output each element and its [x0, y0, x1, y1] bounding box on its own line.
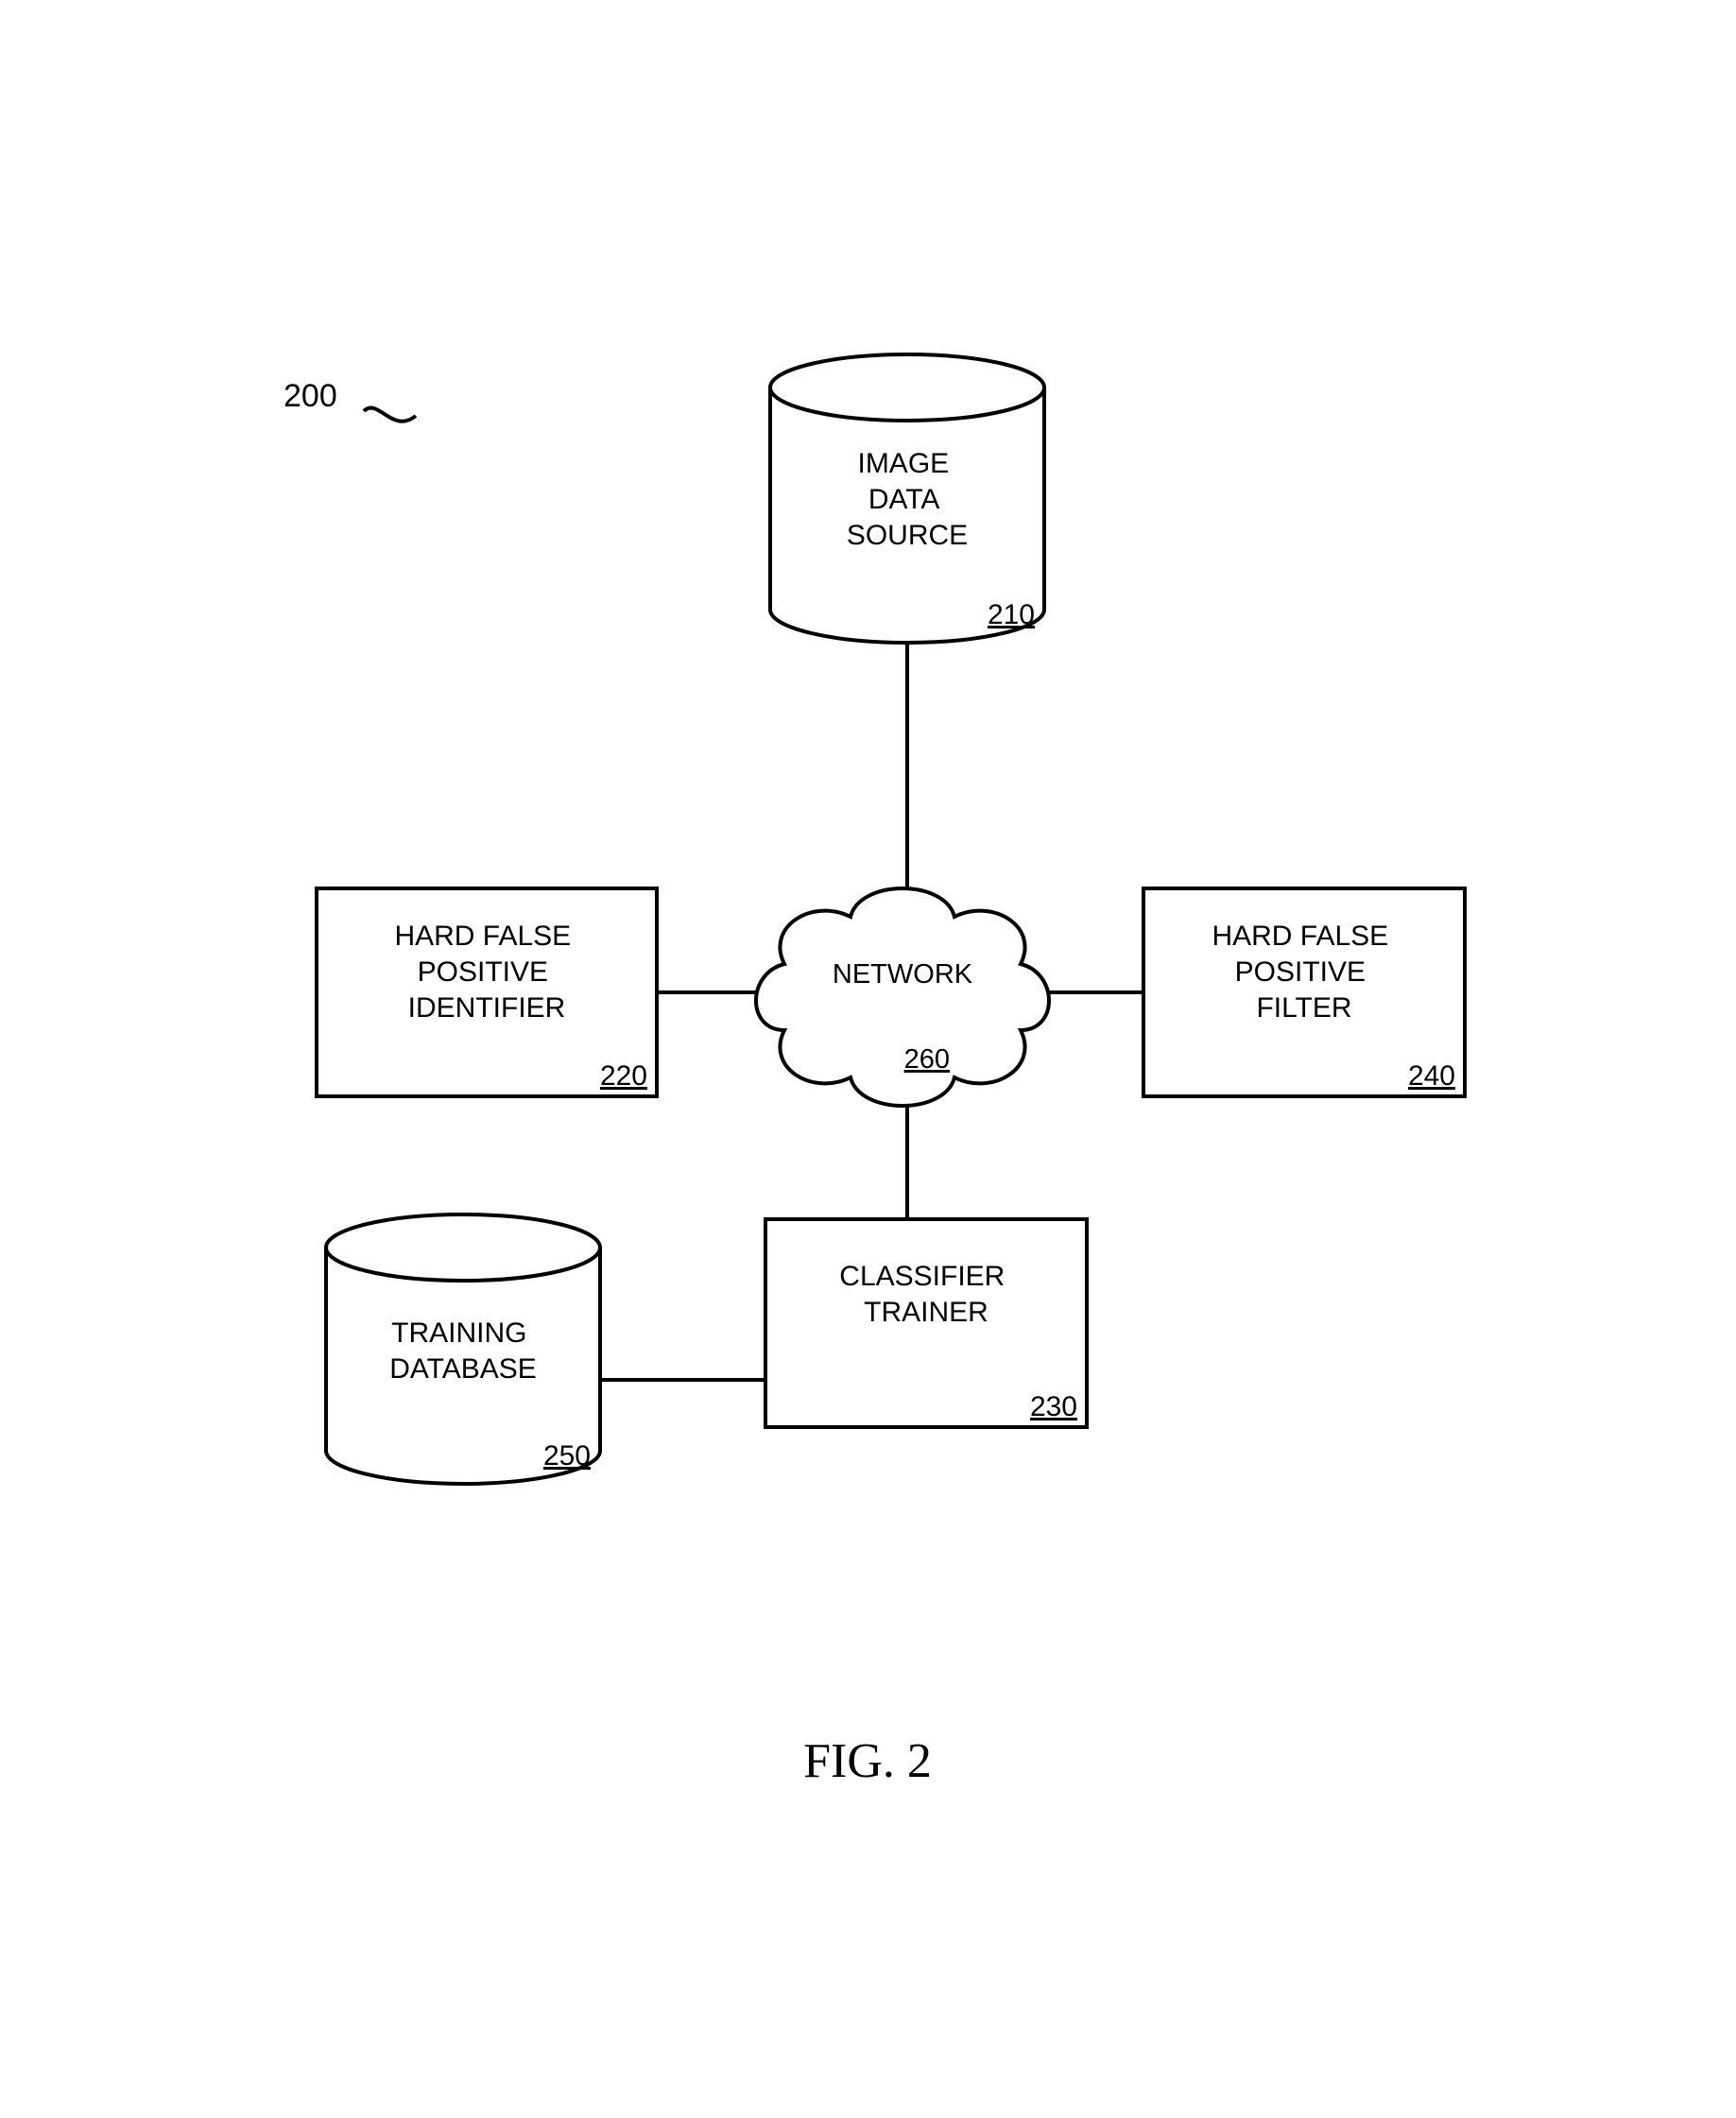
node-image-data-source: IMAGE DATA SOURCE 210: [770, 354, 1044, 643]
node-ref: 240: [1408, 1060, 1455, 1092]
node-ref: 230: [1030, 1391, 1077, 1422]
figure-canvas: 200 IMAGE DATA SOURCE 210 HARD FALSE POS…: [0, 0, 1736, 2118]
node-label: NETWORK: [833, 959, 973, 990]
node-ref: 210: [988, 599, 1035, 630]
node-training-database: TRAINING DATABASE 250: [326, 1214, 600, 1484]
figure-ref-200: 200: [284, 378, 416, 422]
figure-caption: FIG. 2: [803, 1734, 932, 1788]
figure-ref-label: 200: [284, 378, 337, 414]
node-ref: 250: [543, 1440, 591, 1472]
node-network: NETWORK 260: [756, 888, 1049, 1106]
node-ref: 260: [904, 1044, 950, 1075]
node-hfp-filter: HARD FALSE POSITIVE FILTER 240: [1143, 888, 1465, 1096]
node-hfp-identifier: HARD FALSE POSITIVE IDENTIFIER 220: [317, 888, 657, 1096]
node-ref: 220: [600, 1060, 647, 1092]
node-label: HARD FALSE POSITIVE IDENTIFIER: [394, 921, 578, 1024]
node-classifier-trainer: CLASSIFIER TRAINER 230: [765, 1219, 1087, 1427]
